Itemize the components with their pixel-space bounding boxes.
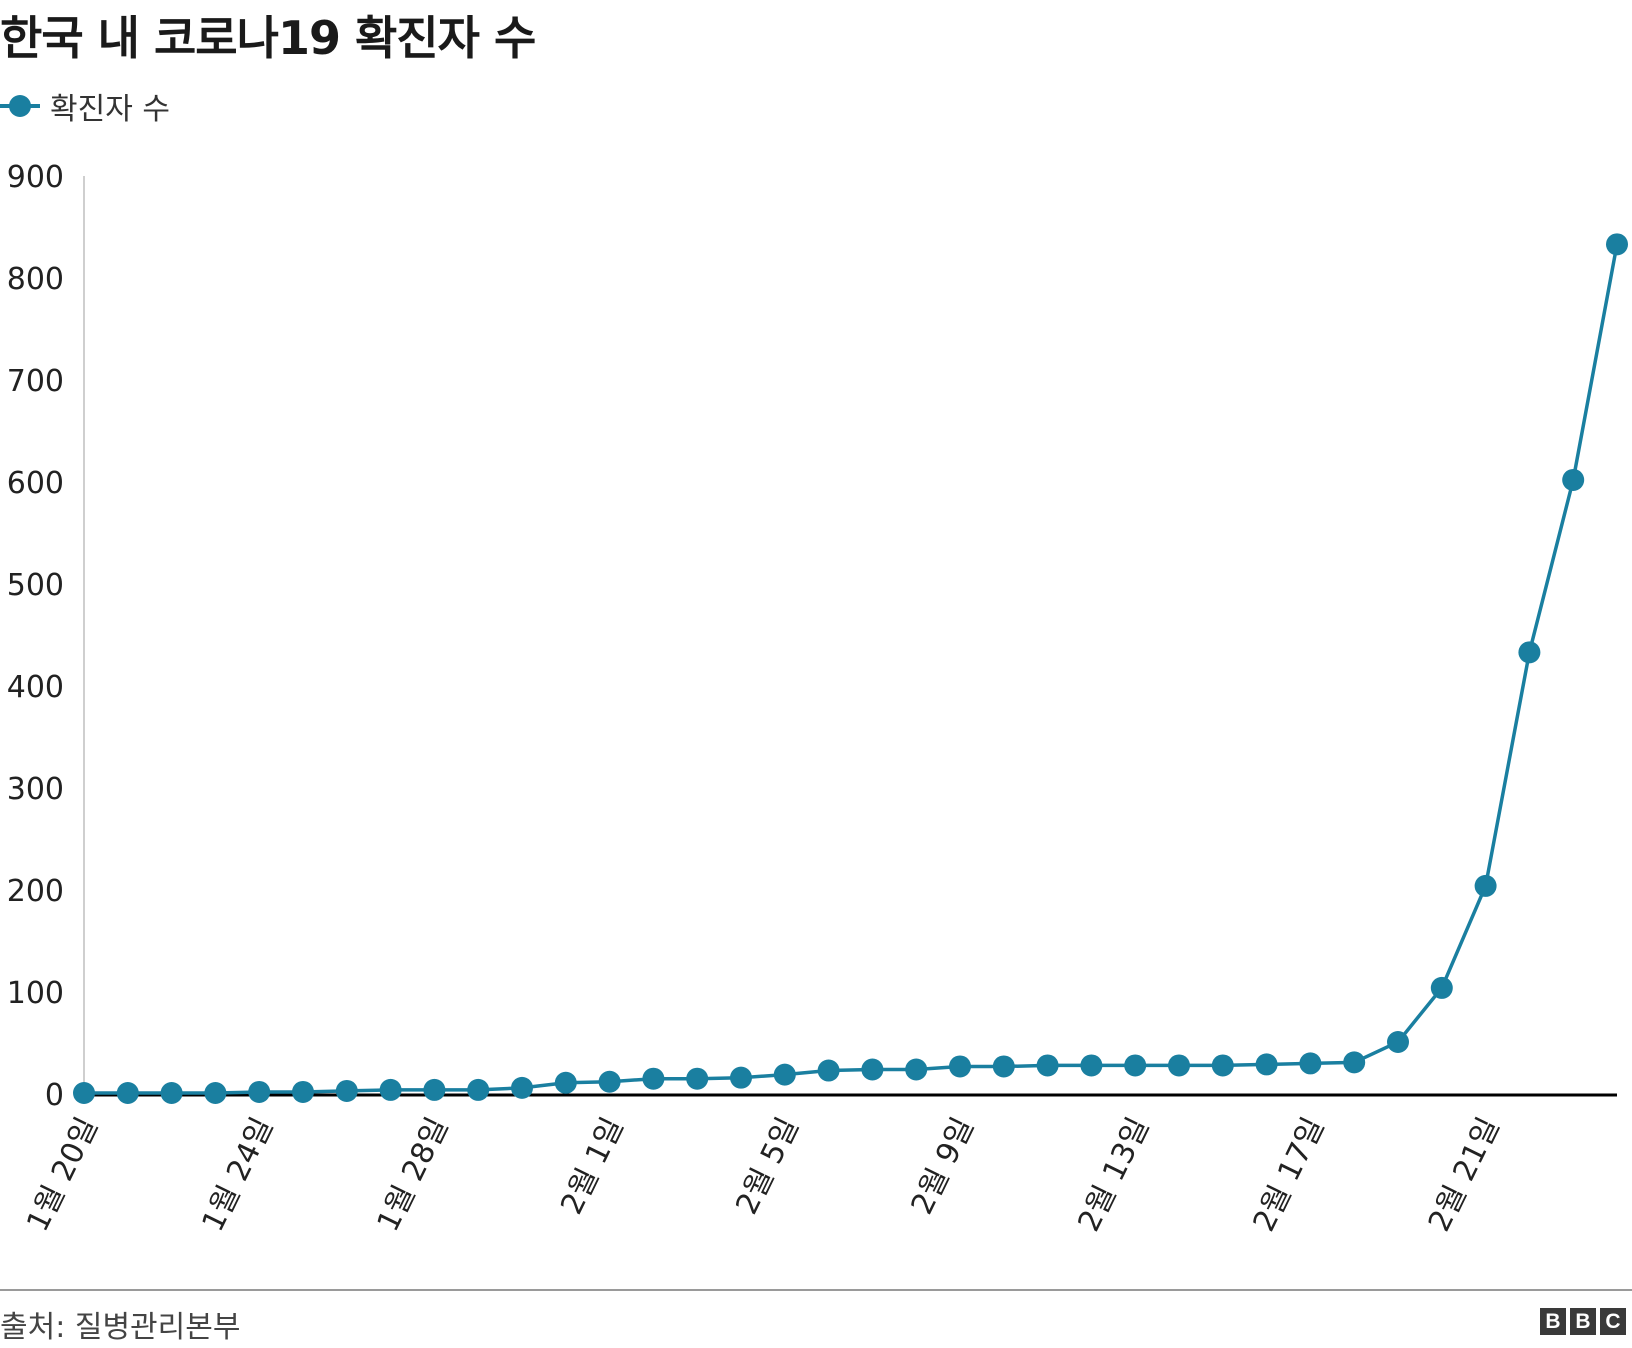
x-tick-label: 2월 5일 <box>729 1112 806 1220</box>
data-point <box>335 1079 358 1102</box>
y-tick-label: 200 <box>7 874 64 909</box>
x-tick-label: 1월 20일 <box>20 1112 105 1237</box>
data-point <box>773 1063 796 1086</box>
data-point <box>949 1055 971 1078</box>
series-points <box>73 233 1628 1104</box>
x-tick-label: 2월 21일 <box>1422 1112 1507 1237</box>
data-point <box>292 1080 314 1103</box>
data-point <box>423 1078 446 1101</box>
x-tick-label: 2월 9일 <box>905 1112 982 1220</box>
bbc-logo: B B C <box>1540 1308 1626 1335</box>
data-point <box>598 1070 621 1093</box>
data-point <box>1168 1054 1190 1077</box>
data-point <box>511 1076 533 1099</box>
data-point <box>1255 1053 1278 1076</box>
x-tick-label: 2월 13일 <box>1071 1112 1156 1237</box>
legend-label: 확진자 수 <box>50 92 170 127</box>
y-tick-label: 100 <box>7 976 64 1011</box>
x-tick-label: 1월 24일 <box>195 1112 280 1237</box>
data-point <box>1211 1054 1234 1077</box>
data-point <box>1387 1030 1409 1053</box>
x-tick-label: 2월 1일 <box>554 1112 631 1220</box>
y-axis-labels: 0 100 200 300 400 500 600 700 800 900 <box>7 160 64 1113</box>
logo-letter: B <box>1570 1308 1596 1335</box>
data-point <box>467 1078 490 1101</box>
data-point <box>1430 976 1453 999</box>
y-tick-label: 700 <box>7 364 64 399</box>
data-point <box>248 1080 271 1103</box>
data-point <box>160 1081 183 1104</box>
x-tick-label: 1월 28일 <box>371 1112 456 1237</box>
line-chart: 0 100 200 300 400 500 600 700 800 900 1월 20일 1월 24… <box>7 160 1628 1237</box>
data-point <box>1299 1052 1322 1075</box>
data-point <box>817 1059 840 1082</box>
data-point <box>379 1078 402 1101</box>
data-point <box>1518 641 1541 664</box>
data-point <box>1562 468 1585 491</box>
data-point <box>861 1058 884 1081</box>
y-tick-label: 800 <box>7 262 64 297</box>
y-tick-label: 500 <box>7 568 64 603</box>
x-axis-labels: 1월 20일 1월 24일 1월 28일 2월 1일 2월 5일 2월 9일 2월 13일 2… <box>20 1112 1507 1237</box>
logo-letter: C <box>1600 1308 1626 1335</box>
y-tick-label: 0 <box>45 1078 64 1113</box>
data-point <box>686 1067 709 1090</box>
data-point <box>730 1066 752 1089</box>
y-tick-label: 600 <box>7 466 64 501</box>
data-point <box>1474 874 1497 897</box>
data-point <box>1124 1054 1147 1077</box>
y-tick-label: 400 <box>7 670 64 705</box>
footer-divider <box>0 1289 1632 1291</box>
series-line <box>84 243 1619 1095</box>
y-tick-label: 300 <box>7 772 64 807</box>
data-point <box>992 1055 1015 1078</box>
data-point <box>204 1081 227 1104</box>
chart-title: 한국 내 코로나19 확진자 수 <box>0 11 536 65</box>
x-tick-label: 2월 17일 <box>1247 1112 1332 1237</box>
data-point <box>554 1071 577 1094</box>
data-point <box>905 1058 928 1081</box>
legend: 확진자 수 <box>0 86 170 127</box>
y-tick-label: 900 <box>7 160 64 195</box>
data-point <box>73 1081 95 1104</box>
data-point <box>1036 1054 1059 1077</box>
legend-marker-icon <box>0 95 40 117</box>
legend-dot <box>9 95 31 117</box>
data-point <box>1343 1051 1366 1074</box>
data-point <box>116 1081 139 1104</box>
source-note: 출처: 질병관리본부 <box>0 1310 241 1345</box>
data-point <box>1080 1054 1103 1077</box>
logo-letter: B <box>1540 1308 1566 1335</box>
data-point <box>642 1067 665 1090</box>
data-point <box>1606 233 1628 256</box>
